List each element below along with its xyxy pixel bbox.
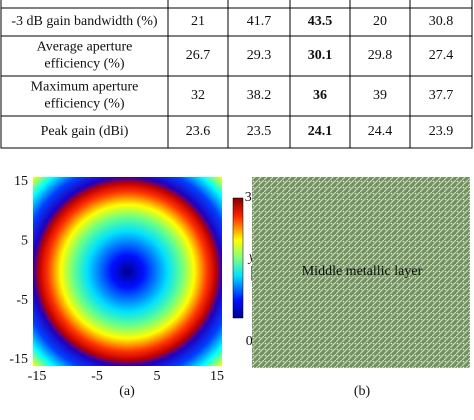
cell-value: 32 [191,88,205,103]
table-cell [167,0,229,9]
layer-label: Middle metallic layer [302,264,423,279]
row-label: Peak gain (dBi) [41,124,129,139]
row-label: efficiency (%) [44,97,125,112]
figure-b: Middle metallic layer (b) [252,177,470,399]
table-cell [289,0,351,9]
cell-value: 24.4 [368,124,393,139]
cell-value: 23.5 [247,124,272,139]
layer-image [252,177,470,368]
cell-value: 20 [373,14,387,29]
table-cell [227,0,291,9]
cell-value: 29.8 [368,48,393,63]
row-label: -3 dB gain bandwidth (%) [11,14,158,29]
y-tick-label: -15 [9,352,28,367]
x-tick-label: -15 [28,369,47,384]
caption-a: (a) [119,384,135,399]
table: -3 dB gain bandwidth (%) 21 41.7 43.5 20 30.8… [0,0,473,149]
table-cell [349,0,411,9]
cell-value: 30.1 [308,48,333,63]
cell-value: 36 [313,88,327,103]
cell-value: 29.3 [247,48,272,63]
cell-value: 39 [373,88,387,103]
cell-value: 23.6 [186,124,211,139]
cell-value: 24.1 [308,124,333,139]
x-tick-label: -5 [91,369,103,384]
y-tick-label: -5 [16,293,28,308]
row-label: Maximum aperture [31,80,139,95]
cell-value: 43.5 [308,14,333,29]
row-label: efficiency (%) [44,57,125,72]
cell-value: 21 [191,14,205,29]
colorbar [232,197,244,319]
phase-map [33,177,222,366]
table-cell [409,0,473,9]
table-cell [0,0,169,9]
x-tick-label: 15 [210,369,224,384]
y-tick-label: 5 [21,234,28,249]
cell-value: 27.4 [429,48,454,63]
caption-b: (b) [354,384,371,399]
cell-value: 37.7 [429,88,454,103]
x-tick-label: 5 [154,369,161,384]
cell-value: 41.7 [247,14,272,29]
cell-value: 23.9 [429,124,454,139]
row-label: Average aperture [37,40,133,55]
cell-value: 38.2 [247,88,272,103]
cell-value: 30.8 [429,14,454,29]
axis-y-label: y [247,250,256,265]
table-cell [409,115,473,149]
y-tick-label: 15 [14,174,28,189]
cell-value: 26.7 [186,48,211,63]
